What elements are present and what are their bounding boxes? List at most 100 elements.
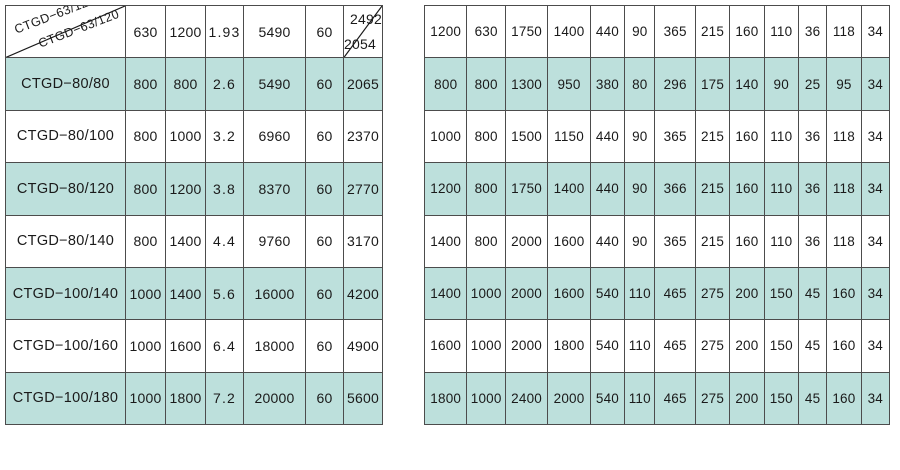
data-cell: 1200: [165, 162, 206, 216]
split-value-top: 2492: [350, 11, 382, 27]
model-name-cell: CTGD−80/80: [5, 57, 126, 111]
data-cell: 3.2: [205, 109, 244, 164]
data-cell: 2000: [547, 371, 591, 426]
data-cell: 5.6: [205, 266, 244, 321]
data-cell: 440: [589, 4, 626, 59]
data-cell: 440: [589, 214, 626, 268]
data-cell: 45: [797, 266, 828, 321]
data-cell: 160: [826, 371, 862, 426]
data-cell: 630: [125, 4, 166, 59]
data-cell: 16000: [243, 266, 306, 321]
data-cell: 90: [624, 162, 656, 216]
model-dimension-table: CTGD−63/120 CTGD−63/120 630 1200 1.93 5490 60 2…: [5, 4, 383, 426]
data-cell: 200: [729, 371, 765, 426]
model-name-cell: CTGD−80/120: [5, 162, 126, 216]
data-cell: 1800: [423, 371, 468, 426]
data-cell: 1000: [466, 371, 506, 426]
data-cell: 34: [860, 266, 891, 321]
data-cell: 60: [305, 4, 344, 59]
data-cell: 150: [763, 371, 799, 426]
data-cell: 4.4: [205, 214, 244, 268]
diagonal-divider-icon: [344, 6, 382, 57]
data-cell: 8370: [243, 162, 306, 216]
data-cell: 110: [763, 109, 799, 164]
data-cell: 36: [797, 214, 828, 268]
table-row: CTGD−100/140 1000 1400 5.6 16000 60 4200: [5, 266, 383, 321]
data-cell: 1000: [125, 371, 166, 426]
data-cell: 2370: [343, 109, 383, 164]
data-cell: 1750: [504, 162, 549, 216]
data-cell: 1.93: [205, 4, 244, 59]
data-cell: 80: [624, 57, 656, 111]
table-row: 800 800 1300 950 380 80 296 175 140 90 25 95 34: [423, 57, 891, 111]
data-cell: 150: [763, 266, 799, 321]
table-row: CTGD−80/120 800 1200 3.8 8370 60 2770: [5, 162, 383, 216]
data-cell: 45: [797, 371, 828, 426]
data-cell: 465: [654, 319, 696, 373]
data-cell: 1400: [423, 214, 468, 268]
data-cell: 1200: [423, 162, 468, 216]
data-cell: 1600: [547, 214, 591, 268]
table-row: 1400 1000 2000 1600 540 110 465 275 200 150 45 160 3…: [423, 266, 891, 321]
model-name-cell: CTGD−80/140: [5, 214, 126, 268]
data-cell: 4200: [343, 266, 383, 321]
data-cell: 1750: [504, 4, 549, 59]
data-cell: 34: [860, 4, 891, 59]
data-cell: 36: [797, 109, 828, 164]
data-cell: 1000: [125, 266, 166, 321]
data-cell: 365: [654, 4, 696, 59]
data-cell: 215: [694, 109, 731, 164]
data-cell: 2000: [504, 214, 549, 268]
data-cell: 3170: [343, 214, 383, 268]
data-cell: 800: [125, 109, 166, 164]
data-cell: 540: [589, 319, 626, 373]
table-row: CTGD−80/80 800 800 2.6 5490 60 2065: [5, 57, 383, 111]
data-cell: 6960: [243, 109, 306, 164]
data-cell: 36: [797, 4, 828, 59]
data-cell: 275: [694, 319, 731, 373]
data-cell: 160: [729, 162, 765, 216]
data-cell: 110: [624, 266, 656, 321]
data-cell: 2400: [504, 371, 549, 426]
data-cell: 60: [305, 57, 344, 111]
split-value-bottom: 2054: [344, 36, 376, 53]
data-cell: 34: [860, 214, 891, 268]
data-cell: 160: [826, 319, 862, 373]
data-cell: 800: [466, 57, 506, 111]
data-cell: 200: [729, 266, 765, 321]
table-row: CTGD−80/100 800 1000 3.2 6960 60 2370: [5, 109, 383, 164]
data-cell: 1150: [547, 109, 591, 164]
data-cell: 118: [826, 109, 862, 164]
data-cell: 34: [860, 57, 891, 111]
data-cell: 275: [694, 266, 731, 321]
data-cell: 175: [694, 57, 731, 111]
data-cell: 160: [826, 266, 862, 321]
data-cell: 800: [466, 109, 506, 164]
table-row: 1800 1000 2400 2000 540 110 465 275 200 150 45 160 3…: [423, 371, 891, 426]
data-cell: 1400: [423, 266, 468, 321]
data-cell: 160: [729, 4, 765, 59]
data-cell: 150: [763, 319, 799, 373]
table-row: 1600 1000 2000 1800 540 110 465 275 200 150 45 160 3…: [423, 319, 891, 373]
data-cell: 1400: [547, 4, 591, 59]
data-cell: 34: [860, 371, 891, 426]
data-cell: 275: [694, 371, 731, 426]
data-cell: 2000: [504, 319, 549, 373]
data-cell: 1400: [165, 266, 206, 321]
data-cell: 215: [694, 162, 731, 216]
data-cell: 1000: [466, 319, 506, 373]
dimension-detail-table: 1200 630 1750 1400 440 90 365 215 160 110 36 118 34 8…: [423, 4, 891, 426]
table-row: 1200 630 1750 1400 440 90 365 215 160 110 36 118 34: [423, 4, 891, 59]
table-row: CTGD−100/160 1000 1600 6.4 18000 60 4900: [5, 319, 383, 373]
data-cell: 440: [589, 109, 626, 164]
data-cell: 950: [547, 57, 591, 111]
data-cell: 1200: [423, 4, 468, 59]
data-cell: 800: [165, 57, 206, 111]
diagonal-header-cell: CTGD−63/120 CTGD−63/120: [5, 4, 126, 59]
data-cell: 5600: [343, 371, 383, 426]
data-cell: 6.4: [205, 319, 244, 373]
data-cell: 465: [654, 266, 696, 321]
data-cell: 540: [589, 266, 626, 321]
data-cell: 160: [729, 109, 765, 164]
diagonal-split-cell: 2492 2054: [343, 4, 383, 59]
